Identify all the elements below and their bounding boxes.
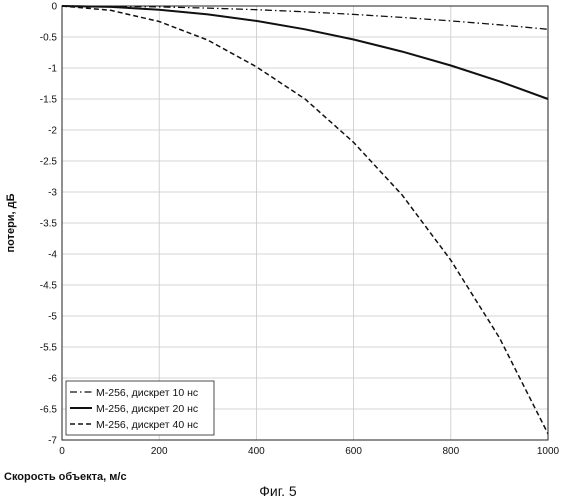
y-tick-label: -5.5 — [40, 343, 58, 354]
y-tick-label: -3 — [48, 188, 57, 199]
legend: M-256, дискрет 10 нс M-256, дискрет 20 н… — [66, 381, 214, 435]
y-tick-label: -4 — [48, 250, 57, 261]
x-tick-labels: 0 200 400 600 800 1000 — [59, 446, 559, 457]
y-axis-label: потери, дБ — [5, 193, 17, 252]
y-tick-label: 0 — [51, 2, 57, 13]
legend-label-20ns: M-256, дискрет 20 нс — [96, 403, 198, 415]
series-line-1 — [62, 6, 548, 29]
y-tick-label: -1 — [48, 64, 57, 75]
series-group — [62, 6, 548, 434]
x-tick-label: 1000 — [537, 446, 560, 457]
grid-lines — [62, 6, 548, 440]
y-tick-label: -2 — [48, 126, 57, 137]
y-tick-label: -2.5 — [40, 157, 58, 168]
y-tick-label: -6.5 — [40, 405, 58, 416]
y-tick-label: -5 — [48, 312, 57, 323]
y-tick-labels: 0 -0.5 -1 -1.5 -2 -2.5 -3 -3.5 -4 -4.5 -5 -5.5 -6 -6.… — [40, 2, 58, 447]
y-tick-label: -1.5 — [40, 95, 58, 106]
y-tick-label: -3.5 — [40, 219, 58, 230]
x-tick-label: 400 — [248, 446, 265, 457]
y-tick-label: -6 — [48, 374, 57, 385]
y-tick-label: -4.5 — [40, 281, 58, 292]
x-axis-label: Скорость объекта, м/с — [4, 471, 127, 483]
x-tick-label: 200 — [151, 446, 168, 457]
series-line-3 — [62, 6, 548, 434]
figure-caption: Фиг. 5 — [259, 483, 297, 499]
x-tick-label: 600 — [345, 446, 362, 457]
series-line-2 — [62, 6, 548, 99]
y-tick-label: -0.5 — [40, 33, 58, 44]
x-tick-label: 800 — [442, 446, 459, 457]
legend-label-40ns: M-256, дискрет 40 нс — [96, 419, 198, 431]
legend-label-10ns: M-256, дискрет 10 нс — [96, 387, 198, 399]
x-tick-label: 0 — [59, 446, 65, 457]
y-tick-label: -7 — [48, 436, 57, 447]
